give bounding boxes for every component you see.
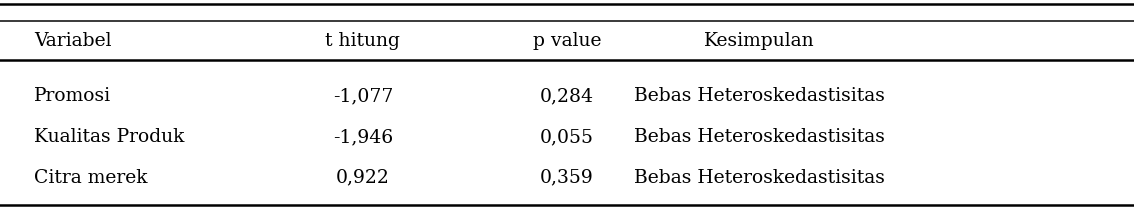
Text: -1,946: -1,946 (332, 128, 393, 146)
Text: 0,922: 0,922 (336, 169, 390, 187)
Text: p value: p value (533, 32, 601, 50)
Text: t hitung: t hitung (325, 32, 400, 50)
Text: Variabel: Variabel (34, 32, 111, 50)
Text: Bebas Heteroskedastisitas: Bebas Heteroskedastisitas (634, 169, 886, 187)
Text: Bebas Heteroskedastisitas: Bebas Heteroskedastisitas (634, 87, 886, 105)
Text: 0,284: 0,284 (540, 87, 594, 105)
Text: Kualitas Produk: Kualitas Produk (34, 128, 185, 146)
Text: 0,055: 0,055 (540, 128, 594, 146)
Text: Citra merek: Citra merek (34, 169, 147, 187)
Text: -1,077: -1,077 (332, 87, 393, 105)
Text: Promosi: Promosi (34, 87, 111, 105)
Text: Bebas Heteroskedastisitas: Bebas Heteroskedastisitas (634, 128, 886, 146)
Text: Kesimpulan: Kesimpulan (704, 32, 815, 50)
Text: 0,359: 0,359 (540, 169, 594, 187)
